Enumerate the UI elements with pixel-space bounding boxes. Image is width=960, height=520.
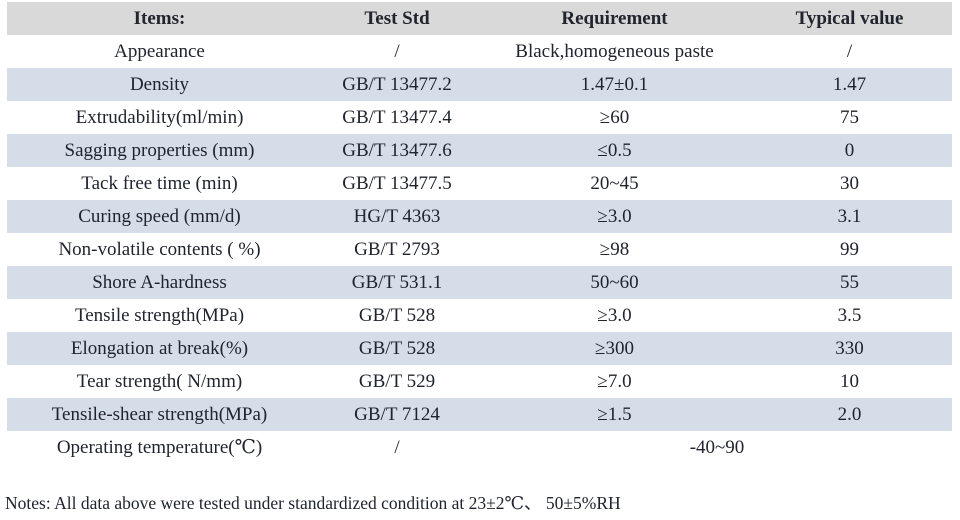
cell-item: Extrudability(ml/min)	[75, 107, 244, 128]
cell-requirement: ≥1.5	[597, 404, 632, 425]
cell-requirement: 50~60	[590, 272, 639, 293]
cell-item: Tack free time (min)	[81, 173, 238, 194]
spec-table: Items: Test Std Requirement Typical valu…	[7, 2, 952, 464]
cell-test-std: GB/T 13477.5	[342, 173, 452, 194]
cell-item: Non-volatile contents ( %)	[58, 239, 261, 260]
cell-typical-value: 2.0	[837, 404, 862, 425]
row-tensile-shear-strength: Tensile-shear strength(MPa) GB/T 7124 ≥1…	[7, 398, 952, 431]
row-extrudability: Extrudability(ml/min) GB/T 13477.4 ≥60 7…	[7, 101, 952, 134]
cell-item: Density	[129, 74, 190, 95]
cell-requirement: 1.47±0.1	[580, 74, 649, 95]
header-test-std: Test Std	[364, 8, 430, 29]
cell-test-std: HG/T 4363	[353, 206, 441, 227]
cell-test-std: GB/T 528	[358, 338, 436, 359]
cell-item: Tensile-shear strength(MPa)	[51, 404, 268, 425]
cell-typical-value: /	[846, 41, 853, 62]
cell-item: Tensile strength(MPa)	[74, 305, 245, 326]
header-items: Items:	[133, 8, 186, 29]
row-curing-speed: Curing speed (mm/d) HG/T 4363 ≥3.0 3.1	[7, 200, 952, 233]
row-sagging-properties: Sagging properties (mm) GB/T 13477.6 ≤0.…	[7, 134, 952, 167]
cell-typical-value: 3.5	[837, 305, 862, 326]
cell-test-std: GB/T 7124	[354, 404, 440, 425]
cell-test-std: GB/T 13477.6	[342, 140, 452, 161]
cell-typical-value: 30	[840, 173, 859, 194]
cell-typical-value: 330	[835, 338, 864, 359]
cell-item: Appearance	[114, 41, 205, 62]
cell-typical-value: 99	[840, 239, 859, 260]
row-non-volatile-contents: Non-volatile contents ( %) GB/T 2793 ≥98…	[7, 233, 952, 266]
cell-test-std: GB/T 531.1	[351, 272, 443, 293]
table-header-row: Items: Test Std Requirement Typical valu…	[7, 2, 952, 35]
cell-typical-value: 55	[840, 272, 859, 293]
cell-typical-value: 0	[844, 140, 855, 161]
cell-test-std: /	[394, 437, 400, 458]
header-requirement: Requirement	[561, 8, 668, 29]
cell-requirement: ≥3.0	[597, 305, 632, 326]
cell-requirement: ≤0.5	[597, 140, 632, 161]
cell-item: Elongation at break(%)	[70, 338, 249, 359]
cell-item: Operating temperature(℃)	[56, 437, 263, 458]
cell-test-std: GB/T 2793	[354, 239, 440, 260]
cell-test-std: /	[394, 41, 400, 62]
cell-typical-value: 1.47	[832, 74, 867, 95]
cell-requirement: ≥98	[599, 239, 630, 260]
cell-item: Shore A-hardness	[92, 272, 227, 293]
cell-typical-value: 75	[840, 107, 859, 128]
row-tensile-strength: Tensile strength(MPa) GB/T 528 ≥3.0 3.5	[7, 299, 952, 332]
cell-requirement-merged: -40~90	[689, 437, 745, 458]
row-shore-a-hardness: Shore A-hardness GB/T 531.1 50~60 55	[7, 266, 952, 299]
cell-typical-value: 10	[840, 371, 859, 392]
cell-test-std: GB/T 13477.2	[342, 74, 452, 95]
cell-requirement: 20~45	[590, 173, 639, 194]
cell-item: Sagging properties (mm)	[64, 140, 255, 161]
cell-requirement: ≥3.0	[597, 206, 632, 227]
cell-requirement: ≥7.0	[597, 371, 632, 392]
cell-requirement: ≥60	[599, 107, 630, 128]
cell-typical-value: 3.1	[837, 206, 862, 227]
row-tear-strength: Tear strength( N/mm) GB/T 529 ≥7.0 10	[7, 365, 952, 398]
row-tack-free-time: Tack free time (min) GB/T 13477.5 20~45 …	[7, 167, 952, 200]
row-density: Density GB/T 13477.2 1.47±0.1 1.47	[7, 68, 952, 101]
notes-line: Notes: All data above were tested under …	[5, 493, 621, 513]
row-elongation-at-break: Elongation at break(%) GB/T 528 ≥300 330	[7, 332, 952, 365]
row-operating-temperature: Operating temperature(℃) / -40~90	[7, 431, 952, 464]
cell-item: Tear strength( N/mm)	[76, 371, 243, 392]
cell-item: Curing speed (mm/d)	[78, 206, 241, 227]
cell-test-std: GB/T 529	[358, 371, 436, 392]
header-typical-value: Typical value	[795, 8, 904, 29]
row-appearance: Appearance / Black,homogeneous paste /	[7, 35, 952, 68]
cell-test-std: GB/T 528	[358, 305, 436, 326]
cell-test-std: GB/T 13477.4	[342, 107, 452, 128]
cell-requirement: Black,homogeneous paste	[515, 41, 714, 62]
cell-requirement: ≥300	[595, 338, 634, 359]
